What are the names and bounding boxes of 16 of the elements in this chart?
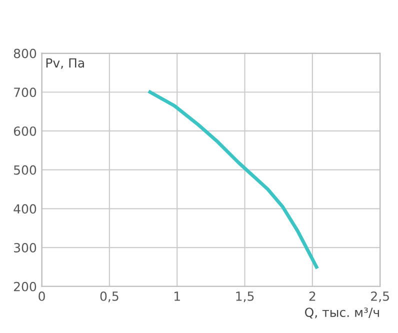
y-tick-label: 600 bbox=[14, 126, 36, 136]
line-series bbox=[148, 90, 318, 269]
y-axis-title: Pv, Па bbox=[46, 58, 84, 69]
x-tick-label: 1 bbox=[174, 292, 180, 301]
y-tick-label: 400 bbox=[14, 204, 36, 214]
y-tick-label: 200 bbox=[14, 282, 36, 292]
y-tick-label: 700 bbox=[14, 88, 36, 98]
x-axis-title: Q, тыс. м³/ч bbox=[305, 308, 379, 318]
x-tick-label: 1,5 bbox=[236, 292, 254, 302]
y-tick-label: 500 bbox=[14, 165, 36, 175]
y-tick-label: 300 bbox=[14, 243, 36, 252]
x-tick-label: 2 bbox=[309, 291, 316, 301]
x-tick-label: 0 bbox=[38, 291, 45, 301]
x-tick-label: 0,5 bbox=[100, 291, 118, 302]
y-tick-label: 800 bbox=[14, 48, 36, 58]
x-tick-label: 2,5 bbox=[371, 291, 389, 302]
